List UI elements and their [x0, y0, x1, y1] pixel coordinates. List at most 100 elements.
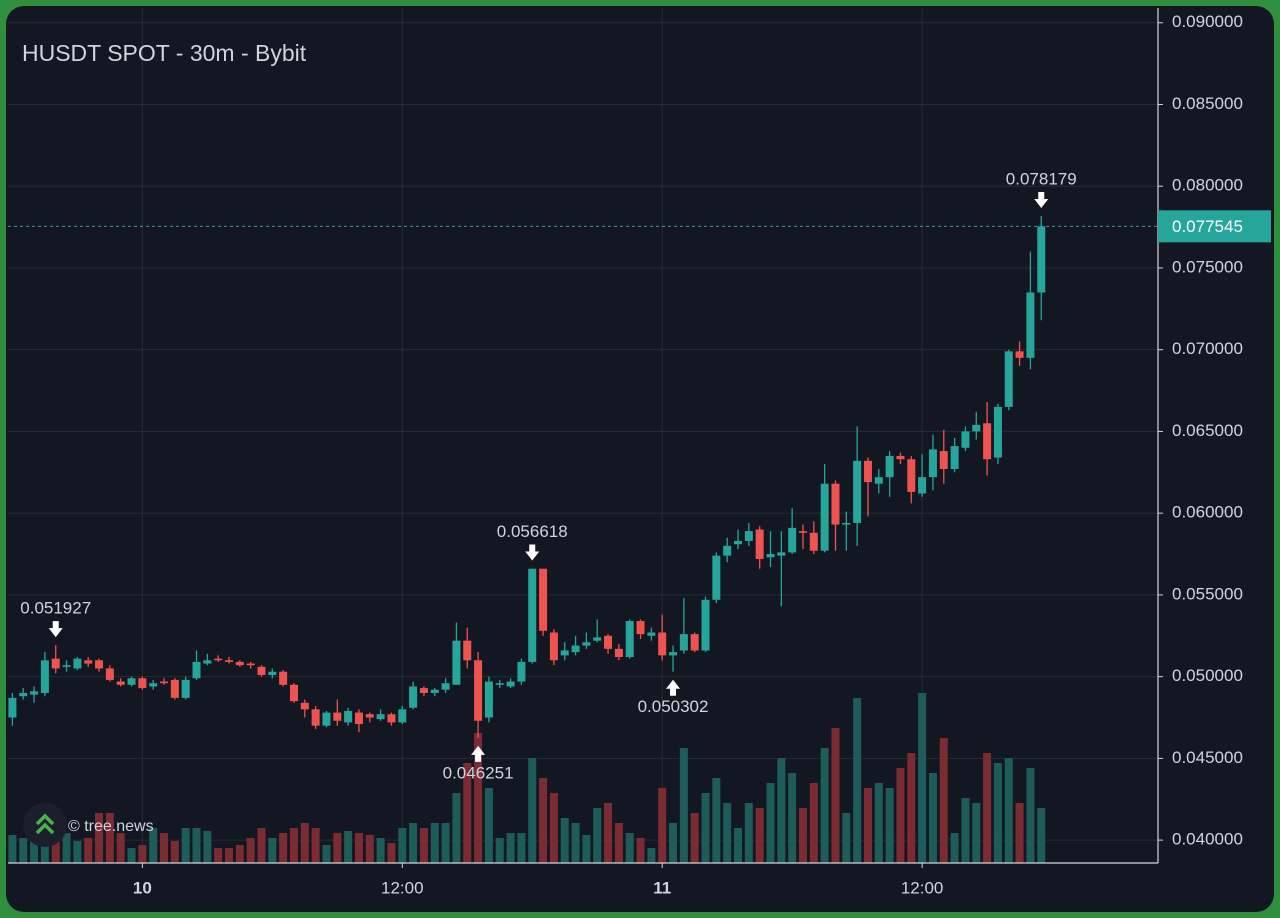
volume-bar	[993, 763, 1002, 863]
candle-body	[809, 532, 818, 551]
candle-body	[853, 460, 862, 523]
volume-bar	[853, 698, 862, 863]
volume-bar	[625, 833, 634, 863]
candle-body	[279, 671, 288, 685]
volume-bar	[333, 833, 342, 863]
volume-bar	[105, 813, 114, 863]
candle-body	[549, 632, 558, 661]
volume-layer	[8, 693, 1046, 863]
volume-bar	[387, 843, 396, 863]
volume-bar	[127, 848, 136, 863]
candle-body	[669, 652, 678, 656]
candle-body	[474, 660, 483, 721]
candle-body	[365, 714, 374, 718]
candle-body	[19, 692, 28, 697]
volume-bar	[170, 841, 179, 863]
candle-body	[452, 640, 461, 685]
candle-body	[333, 712, 342, 721]
low-label: 0.046251	[443, 763, 514, 782]
volume-bar	[647, 848, 656, 863]
candle-body	[376, 714, 385, 720]
y-tick-label: 0.065000	[1172, 421, 1243, 440]
volume-bar	[604, 803, 613, 863]
arrow-down	[525, 544, 540, 561]
candle-body	[658, 632, 667, 656]
candle-body	[528, 568, 537, 662]
candle-body	[138, 678, 147, 689]
volume-bar	[723, 803, 732, 863]
high-label: 0.051927	[20, 599, 91, 618]
y-tick-label: 0.085000	[1172, 94, 1243, 113]
volume-bar	[365, 835, 374, 863]
candle-body	[463, 640, 472, 661]
volume-bar	[279, 833, 288, 863]
candle-body	[203, 660, 212, 664]
volume-bar	[409, 823, 418, 863]
y-tick-label: 0.045000	[1172, 748, 1243, 767]
chart-title: HUSDT SPOT - 30m - Bybit	[22, 40, 307, 66]
volume-bar	[744, 803, 753, 863]
candle-body	[387, 714, 396, 723]
candle-body	[582, 642, 591, 646]
volume-bar	[452, 793, 461, 863]
candle-body	[409, 686, 418, 708]
candle-body	[863, 460, 872, 483]
volume-bar	[658, 788, 667, 863]
last-price-badge	[1158, 210, 1271, 243]
volume-bar	[593, 808, 602, 863]
candle-body	[105, 668, 114, 680]
volume-bar	[95, 813, 104, 863]
candle-body	[712, 555, 721, 600]
volume-bar	[636, 838, 645, 863]
candle-layer	[8, 215, 1158, 738]
candle-body	[788, 527, 797, 553]
volume-bar	[939, 738, 948, 863]
volume-bar	[441, 823, 450, 863]
volume-bar	[1037, 808, 1046, 863]
volume-bar	[614, 823, 623, 863]
volume-bar	[376, 838, 385, 863]
candle-body	[170, 679, 179, 698]
candle-body	[300, 702, 309, 710]
volume-bar	[181, 828, 190, 863]
candle-body	[419, 688, 428, 693]
volume-bar	[214, 848, 223, 863]
x-tick-label: 11	[653, 878, 671, 897]
candle-body	[539, 568, 548, 631]
y-tick-label: 0.075000	[1172, 257, 1243, 276]
candle-body	[484, 681, 493, 718]
candle-body	[506, 681, 515, 687]
candle-body	[798, 531, 807, 533]
candle-body	[820, 483, 829, 551]
candle-body	[430, 689, 439, 693]
candle-body	[983, 423, 992, 460]
volume-bar	[820, 748, 829, 863]
candle-body	[40, 660, 49, 693]
candle-body	[928, 449, 937, 478]
volume-bar	[766, 783, 775, 863]
volume-bar	[755, 808, 764, 863]
logo-chevrons	[35, 813, 55, 835]
volume-bar	[19, 838, 28, 863]
candle-body	[604, 635, 613, 649]
volume-bar	[138, 845, 147, 863]
candle-body	[1037, 226, 1046, 293]
x-tick-label: 12:00	[381, 878, 424, 897]
volume-bar	[506, 833, 515, 863]
candle-body	[950, 446, 959, 470]
candle-body	[160, 681, 169, 684]
candle-body	[268, 671, 277, 675]
candle-body	[311, 709, 320, 726]
volume-bar	[300, 823, 309, 863]
volume-bar	[669, 823, 678, 863]
volume-bar	[777, 758, 786, 863]
volume-bar	[571, 823, 580, 863]
candle-body	[907, 459, 916, 492]
volume-bar	[419, 828, 428, 863]
volume-bar	[1004, 758, 1013, 863]
volume-bar	[225, 848, 233, 863]
candle-body	[73, 658, 82, 669]
volume-bar	[344, 831, 353, 863]
high-label: 0.056618	[497, 522, 568, 541]
candle-body	[961, 431, 970, 448]
